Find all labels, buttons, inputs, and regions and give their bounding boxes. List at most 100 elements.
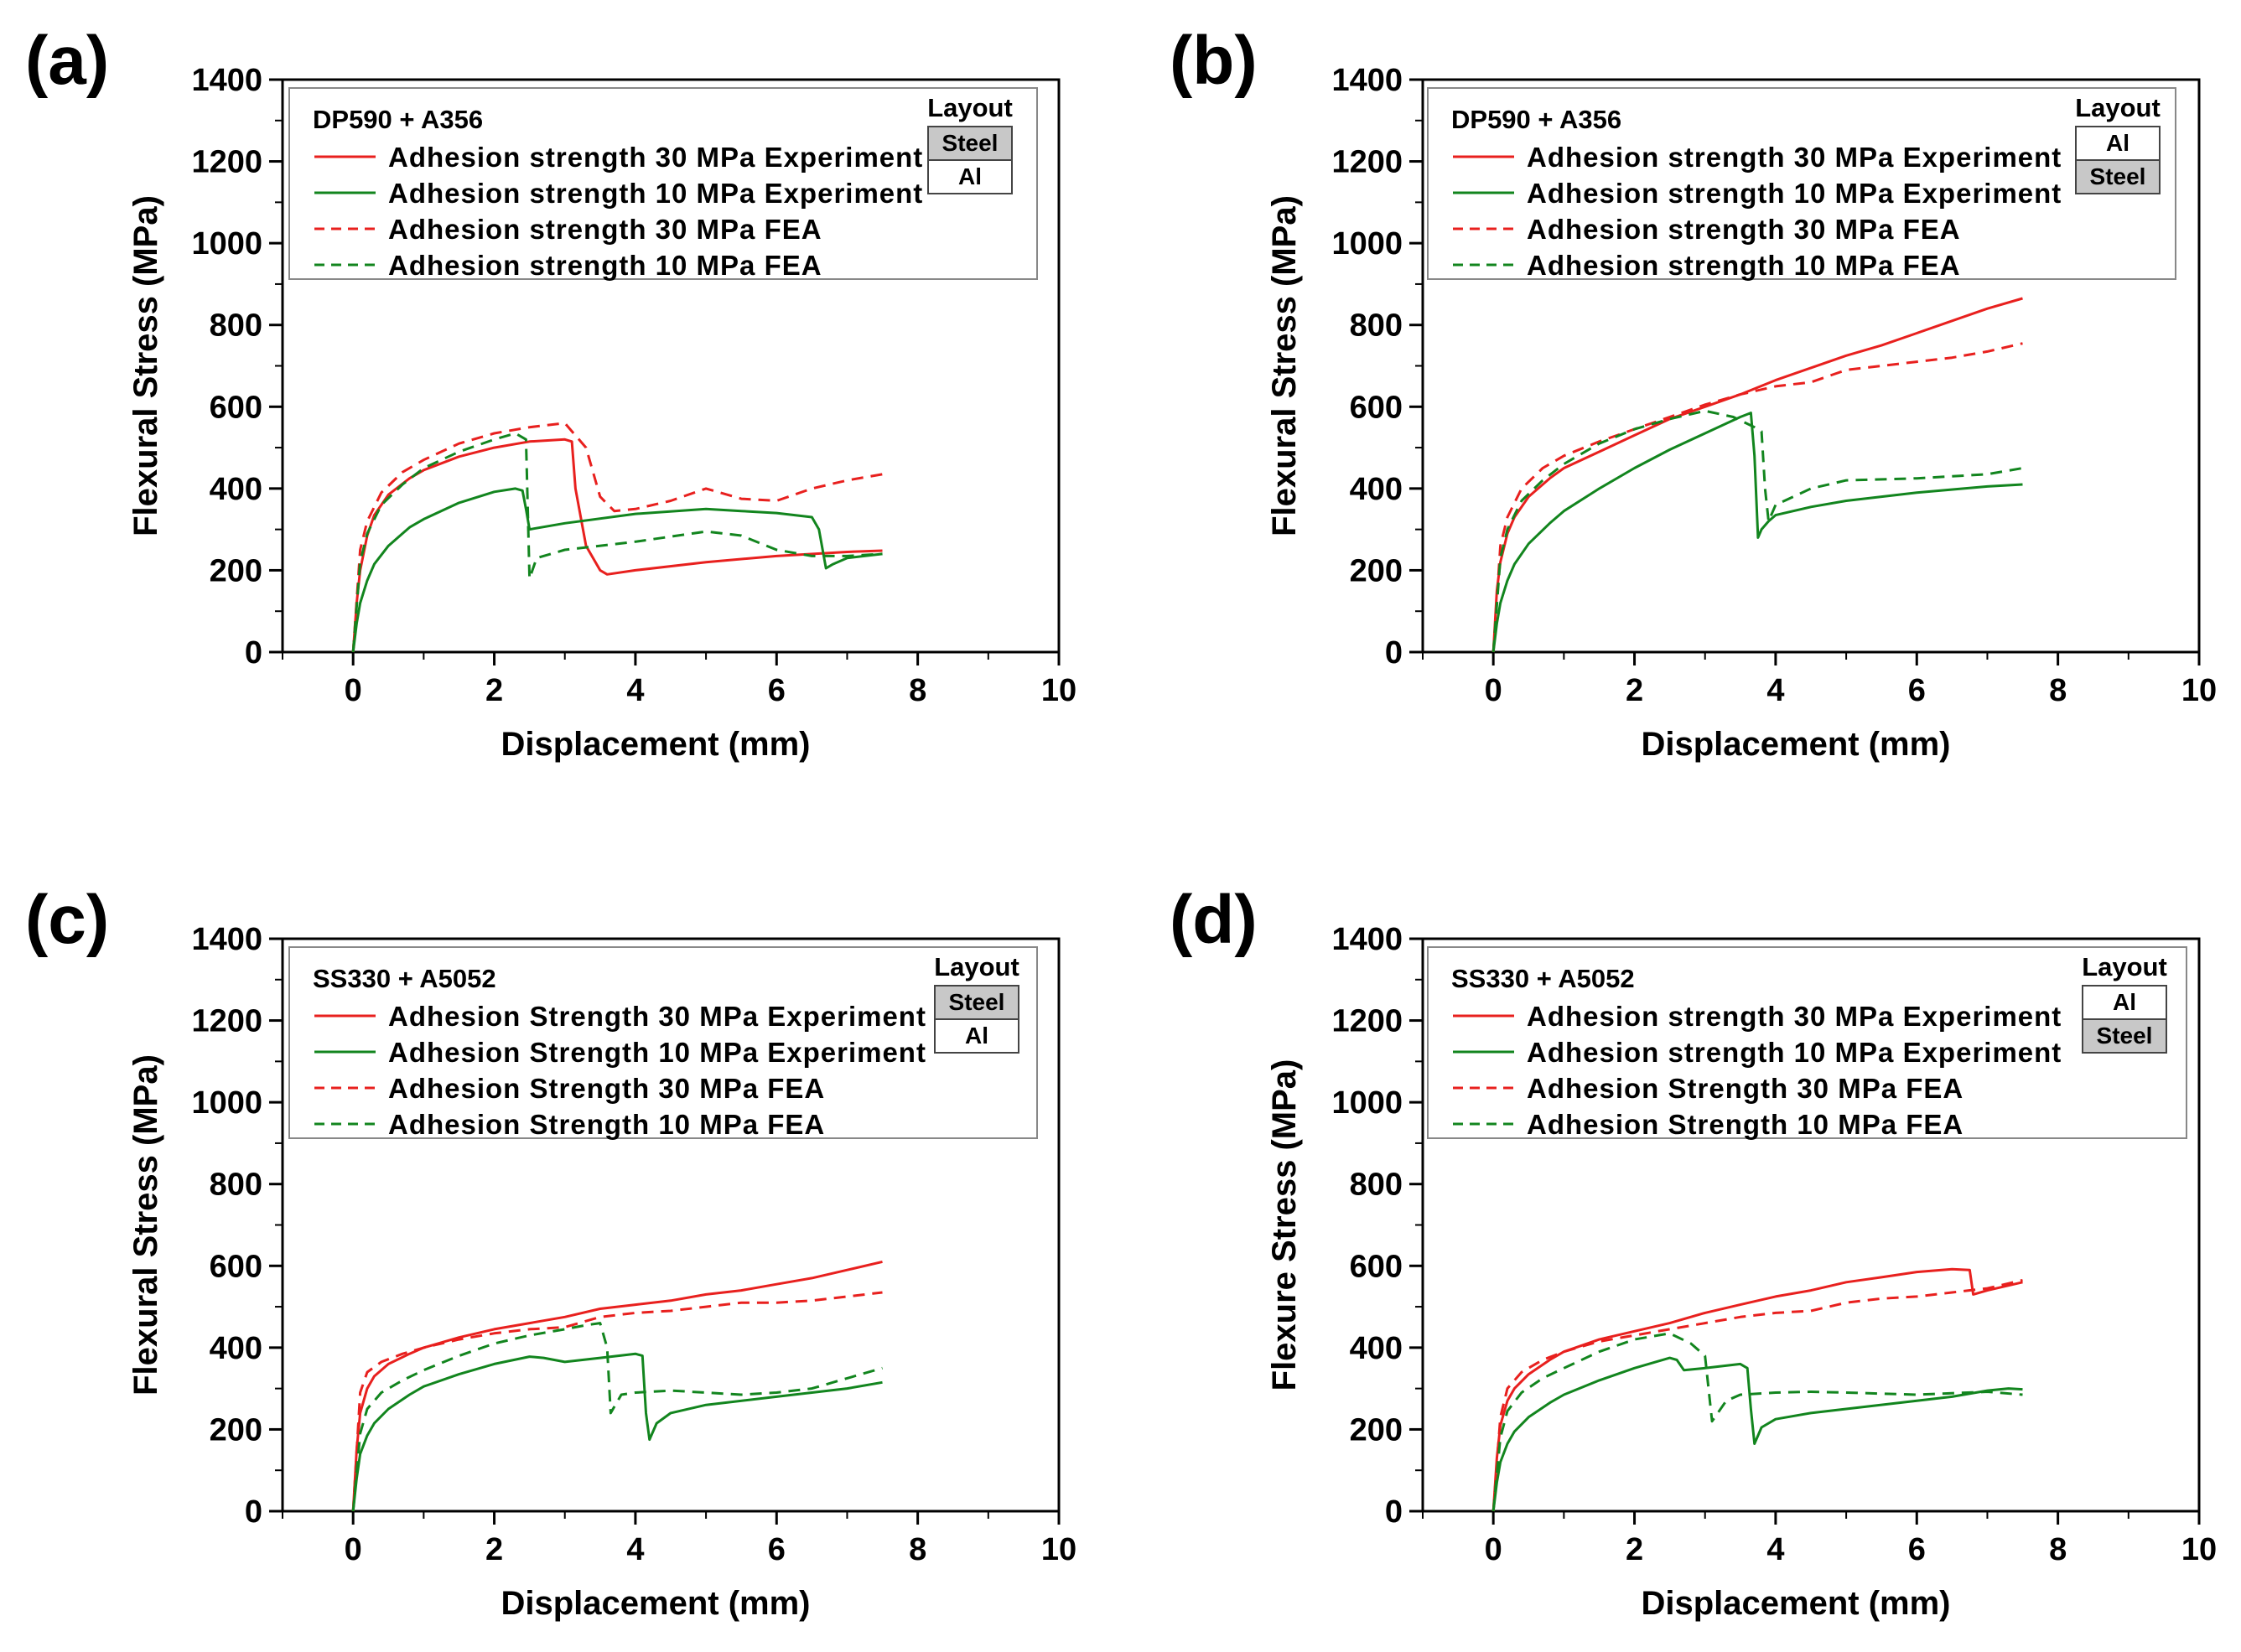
y-tick-label: 200: [210, 553, 262, 588]
x-tick-label: 0: [1485, 673, 1502, 708]
y-tick-label: 400: [210, 472, 262, 507]
y-tick-label: 1200: [1331, 145, 1403, 180]
y-tick-label: 0: [1385, 1494, 1403, 1530]
x-tick-label: 2: [1626, 1532, 1643, 1567]
layout-box-steel: [927, 126, 1013, 161]
series-line-2: [1491, 1356, 2023, 1512]
series-line-4: [1491, 1332, 2023, 1512]
y-tick-label: 1000: [1331, 226, 1403, 262]
panel-label: (d): [1170, 882, 1258, 958]
legend-label: Adhesion Strength 10 MPa FEA: [388, 1109, 825, 1140]
x-axis-title: Displacement (mm): [1642, 1585, 1951, 1622]
series-line-1: [1491, 1267, 2023, 1512]
y-tick-label: 1400: [191, 63, 262, 98]
y-tick-label: 600: [1350, 390, 1403, 425]
y-tick-label: 1000: [1331, 1085, 1403, 1121]
layout-title: Layout: [2075, 93, 2161, 122]
legend-box: [1427, 87, 2176, 280]
x-axis-title: Displacement (mm): [1642, 726, 1951, 763]
y-axis-title: Flexure Stress (MPa): [1266, 1059, 1303, 1391]
layout-box-steel: [2082, 1018, 2167, 1054]
y-tick-label: 1200: [1331, 1004, 1403, 1039]
y-tick-label: 800: [210, 1168, 262, 1203]
x-tick-label: 10: [2181, 673, 2217, 708]
layout-label: Steel: [2097, 1023, 2153, 1049]
series-line-2: [351, 487, 883, 653]
legend-label: Adhesion Strength 10 MPa FEA: [1527, 1109, 1963, 1140]
y-tick-label: 0: [245, 635, 262, 671]
legend-label: Adhesion strength 30 MPa FEA: [388, 214, 822, 245]
layout-label: Steel: [942, 130, 999, 156]
legend-title: DP590 + A356: [313, 105, 483, 134]
y-tick-label: 600: [210, 1249, 262, 1284]
chart-panel-2: (b) 0 2 4 6 8 10 0 200 400 600 800 1000 1200 1400 Displ…: [1170, 23, 2217, 763]
legend-box: [288, 946, 1038, 1139]
layout-title: Layout: [927, 93, 1013, 122]
x-axis-title: Displacement (mm): [501, 1585, 811, 1622]
legend-label: Adhesion strength 10 MPa Experiment: [1527, 1037, 2062, 1068]
series-line-4: [351, 1322, 883, 1512]
y-tick-label: 0: [1385, 635, 1403, 671]
legend-label: Adhesion strength 30 MPa FEA: [1527, 214, 1961, 245]
y-tick-label: 1200: [191, 145, 262, 180]
y-tick-label: 1400: [191, 922, 262, 957]
series-line-3: [351, 422, 883, 653]
y-tick-label: 1400: [1331, 922, 1403, 957]
legend-label: Adhesion strength 10 MPa Experiment: [388, 178, 923, 209]
x-tick-label: 0: [345, 673, 362, 708]
series-line-2: [351, 1352, 883, 1512]
layout-label: Steel: [949, 989, 1005, 1015]
layout-label: Al: [958, 163, 982, 189]
x-tick-label: 0: [1485, 1532, 1502, 1567]
layout-box-steel: [2075, 159, 2161, 194]
y-tick-label: 400: [1350, 1331, 1403, 1366]
x-tick-label: 10: [1041, 1532, 1076, 1567]
layout-title: Layout: [934, 952, 1019, 981]
y-tick-label: 400: [210, 1331, 262, 1366]
x-axis-title: Displacement (mm): [501, 726, 811, 763]
x-tick-label: 2: [485, 1532, 503, 1567]
x-tick-label: 8: [2049, 1532, 2067, 1567]
y-tick-label: 1000: [191, 1085, 262, 1121]
series-line-4: [1491, 409, 2023, 653]
x-tick-label: 10: [2181, 1532, 2217, 1567]
x-tick-label: 6: [1908, 1532, 1926, 1567]
y-tick-label: 200: [210, 1412, 262, 1447]
legend-title: DP590 + A356: [1451, 105, 1621, 134]
y-axis-title: Flexural Stress (MPa): [127, 195, 164, 536]
legend-label: Adhesion Strength 30 MPa FEA: [1527, 1073, 1963, 1104]
x-tick-label: 10: [1041, 673, 1076, 708]
layout-label: Steel: [2090, 163, 2146, 189]
x-tick-label: 0: [345, 1532, 362, 1567]
legend-label: Adhesion strength 30 MPa Experiment: [1527, 1001, 2062, 1032]
panel-label: (b): [1170, 23, 1258, 99]
chart-panel-1: (a) 0 2 4 6 8 10 0 200 400 600 800 1000 1200 1400 Displ…: [25, 23, 1076, 763]
y-tick-label: 1000: [191, 226, 262, 262]
y-axis-title: Flexural Stress (MPa): [1266, 195, 1303, 536]
layout-box-al: [934, 1018, 1019, 1054]
legend-label: Adhesion strength 30 MPa Experiment: [388, 142, 923, 173]
legend-label: Adhesion Strength 30 MPa Experiment: [388, 1001, 926, 1032]
legend-title: SS330 + A5052: [1451, 964, 1635, 993]
series-line-3: [351, 1291, 883, 1512]
layout-title: Layout: [2082, 952, 2167, 981]
panel-label: (a): [25, 23, 109, 99]
legend-label: Adhesion strength 10 MPa Experiment: [1527, 178, 2062, 209]
legend-label: Adhesion strength 30 MPa Experiment: [1527, 142, 2062, 173]
layout-label: Al: [2106, 130, 2129, 156]
y-tick-label: 800: [1350, 308, 1403, 344]
legend-label: Adhesion Strength 10 MPa Experiment: [388, 1037, 926, 1068]
x-tick-label: 8: [909, 1532, 926, 1567]
chart-panel-4: (d) 0 2 4 6 8 10 0 200 400 600 800 1000 1200 1400 Displ…: [1170, 882, 2217, 1622]
y-tick-label: 600: [210, 390, 262, 425]
y-tick-label: 400: [1350, 472, 1403, 507]
panel-label: (c): [25, 882, 109, 958]
y-tick-label: 200: [1350, 553, 1403, 588]
legend-title: SS330 + A5052: [313, 964, 496, 993]
layout-label: Al: [2113, 989, 2136, 1015]
series-line-3: [1491, 342, 2023, 653]
y-tick-label: 800: [1350, 1168, 1403, 1203]
x-tick-label: 6: [768, 1532, 786, 1567]
x-tick-label: 8: [2049, 673, 2067, 708]
